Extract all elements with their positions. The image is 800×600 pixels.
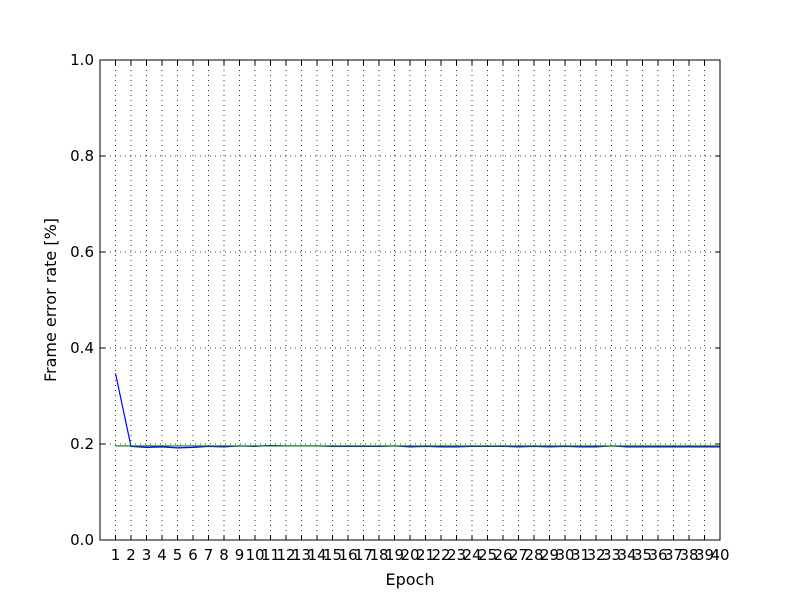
x-tick-label: 5 xyxy=(173,546,183,564)
x-tick-label: 11 xyxy=(261,546,280,564)
x-tick-label: 8 xyxy=(219,546,229,564)
x-tick-label: 9 xyxy=(235,546,245,564)
x-tick-label: 39 xyxy=(695,546,714,564)
x-tick-label: 17 xyxy=(354,546,373,564)
x-tick-label: 28 xyxy=(524,546,543,564)
x-tick-label: 32 xyxy=(586,546,605,564)
x-tick-label: 35 xyxy=(633,546,652,564)
x-tick-label: 12 xyxy=(276,546,295,564)
x-tick-label: 18 xyxy=(369,546,388,564)
y-axis-label: Frame error rate [%] xyxy=(41,218,60,382)
y-tick-label: 0.8 xyxy=(70,147,94,165)
y-tick-label: 0.0 xyxy=(70,531,94,549)
x-tick-label: 36 xyxy=(648,546,667,564)
x-axis-label: Epoch xyxy=(386,570,435,589)
x-tick-label: 25 xyxy=(478,546,497,564)
y-tick-label: 0.6 xyxy=(70,243,94,261)
x-tick-label: 19 xyxy=(385,546,404,564)
series-layer xyxy=(114,373,720,449)
y-tick-label: 1.0 xyxy=(70,51,94,69)
x-tick-label: 6 xyxy=(188,546,198,564)
x-tick-label: 34 xyxy=(617,546,636,564)
x-tick-label: 14 xyxy=(307,546,326,564)
x-tick-label: 33 xyxy=(602,546,621,564)
x-tick-label: 31 xyxy=(571,546,590,564)
x-tick-label: 2 xyxy=(126,546,136,564)
x-tick-label: 27 xyxy=(509,546,528,564)
x-tick-label: 7 xyxy=(204,546,214,564)
grid xyxy=(100,59,721,541)
x-tick-label: 26 xyxy=(493,546,512,564)
x-tick-label: 16 xyxy=(338,546,357,564)
x-tick-label: 20 xyxy=(400,546,419,564)
x-tick-label: 29 xyxy=(540,546,559,564)
series-line-1 xyxy=(114,373,720,449)
x-tick-label: 40 xyxy=(710,546,729,564)
x-tick-label: 37 xyxy=(664,546,683,564)
x-tick-label: 10 xyxy=(245,546,264,564)
x-tick-label: 21 xyxy=(416,546,435,564)
ticks: 1 2 3 4 5 6 7 8 9 1011121314151617181920212223242… xyxy=(70,51,729,564)
y-tick-label: 0.2 xyxy=(70,435,94,453)
x-tick-label: 1 xyxy=(111,546,121,564)
x-tick-label: 23 xyxy=(447,546,466,564)
x-tick-label: 24 xyxy=(462,546,481,564)
x-tick-label: 22 xyxy=(431,546,450,564)
x-tick-label: 13 xyxy=(292,546,311,564)
x-tick-label: 38 xyxy=(679,546,698,564)
x-tick-label: 15 xyxy=(323,546,342,564)
y-tick-label: 0.4 xyxy=(70,339,94,357)
x-tick-label: 4 xyxy=(157,546,167,564)
x-tick-label: 3 xyxy=(142,546,152,564)
x-tick-label: 30 xyxy=(555,546,574,564)
